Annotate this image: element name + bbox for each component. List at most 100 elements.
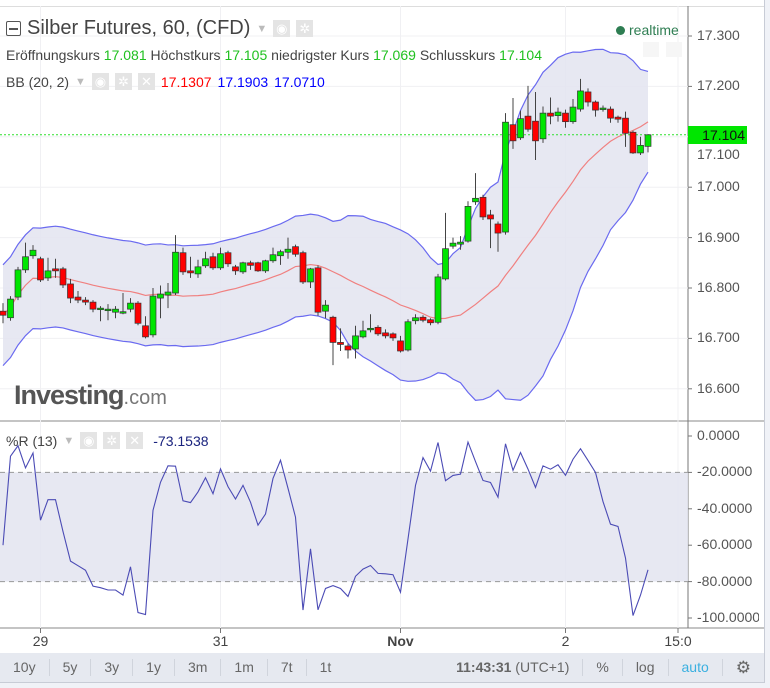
logo-suffix: .com bbox=[123, 387, 167, 409]
candle-body bbox=[202, 258, 209, 267]
candle-body bbox=[89, 301, 97, 310]
gear-icon[interactable]: ✲ bbox=[296, 20, 314, 37]
candle-body bbox=[269, 254, 277, 262]
candle-body bbox=[577, 90, 584, 110]
candle-body bbox=[337, 342, 344, 345]
candle-body bbox=[292, 246, 299, 255]
caret-down-icon[interactable]: ▼ bbox=[75, 75, 86, 88]
percent-toggle[interactable]: % bbox=[583, 659, 623, 676]
bottom-toolbar: 10y 5y 3y 1y 3m 1m 7t 1t 11:43:31 (UTC+1… bbox=[0, 653, 764, 682]
candle-body bbox=[239, 262, 247, 273]
candle-body bbox=[487, 214, 494, 220]
gear-icon[interactable]: ✲ bbox=[103, 432, 121, 449]
candle-body bbox=[67, 283, 74, 299]
candle-body bbox=[164, 291, 172, 296]
bb-band-fill bbox=[3, 49, 648, 401]
candle-body bbox=[479, 196, 487, 218]
range-3y[interactable]: 3y bbox=[91, 659, 134, 676]
close-label: Schlusskurs bbox=[419, 47, 496, 63]
candle-body bbox=[224, 252, 232, 265]
candle-body bbox=[494, 223, 502, 234]
price-chart[interactable] bbox=[0, 0, 764, 652]
range-7t[interactable]: 7t bbox=[268, 659, 307, 676]
candle-body bbox=[284, 248, 292, 253]
caret-down-icon[interactable]: ▼ bbox=[256, 22, 268, 35]
candle-body bbox=[0, 310, 7, 316]
candle-body bbox=[472, 197, 479, 203]
time-tick-label: 29 bbox=[32, 633, 49, 649]
candle-body bbox=[419, 316, 427, 321]
candle-body bbox=[187, 270, 194, 274]
scroll-down-icon[interactable] bbox=[643, 42, 659, 57]
candle-body bbox=[382, 332, 389, 337]
candle-body bbox=[412, 317, 419, 322]
open-value: 17.081 bbox=[103, 47, 147, 63]
eye-icon[interactable]: ◉ bbox=[80, 432, 98, 449]
candle-body bbox=[457, 241, 464, 245]
eye-icon[interactable]: ◉ bbox=[91, 73, 109, 90]
eye-icon[interactable]: ◉ bbox=[273, 20, 291, 37]
realtime-label: realtime bbox=[629, 22, 679, 38]
auto-toggle[interactable]: auto bbox=[669, 659, 723, 676]
range-3m[interactable]: 3m bbox=[175, 659, 222, 676]
price-tick-label: 16.900 bbox=[697, 228, 740, 245]
candle-body bbox=[367, 327, 374, 331]
range-10y[interactable]: 10y bbox=[0, 659, 50, 676]
candle-body bbox=[172, 251, 179, 294]
candle-body bbox=[314, 267, 322, 313]
range-1y[interactable]: 1y bbox=[133, 659, 175, 676]
candle-body bbox=[389, 333, 397, 339]
candle-body bbox=[59, 268, 67, 286]
candle-body bbox=[277, 251, 284, 257]
wr-band-fill bbox=[0, 472, 688, 582]
range-5y[interactable]: 5y bbox=[50, 659, 92, 676]
candle-body bbox=[374, 326, 382, 335]
candle-body bbox=[307, 268, 314, 283]
candle-body bbox=[22, 256, 29, 271]
bb-basis-value: 17.1307 bbox=[160, 73, 212, 90]
candle-body bbox=[539, 112, 547, 140]
scale-icon[interactable] bbox=[666, 42, 682, 57]
candle-body bbox=[592, 101, 599, 111]
wr-tick-label: -20.0000 bbox=[697, 463, 753, 480]
gear-icon[interactable]: ✲ bbox=[114, 73, 132, 90]
collapse-icon[interactable] bbox=[6, 21, 21, 36]
candle-body bbox=[532, 120, 539, 142]
candle-body bbox=[599, 107, 607, 110]
close-icon[interactable]: ✕ bbox=[126, 432, 144, 449]
low-label: niedrigster Kurs bbox=[271, 47, 370, 63]
price-tick-label: 17.200 bbox=[697, 77, 740, 94]
price-tick-label: 16.800 bbox=[697, 279, 740, 295]
candle-body bbox=[502, 121, 509, 233]
candle-body bbox=[104, 308, 112, 312]
candle-body bbox=[637, 145, 644, 154]
wr-tick-label: -100.0000 bbox=[697, 609, 759, 625]
wr-tick-label: -40.0000 bbox=[697, 499, 753, 516]
range-1m[interactable]: 1m bbox=[221, 659, 268, 676]
low-value: 17.069 bbox=[373, 47, 416, 63]
close-icon[interactable]: ✕ bbox=[137, 73, 155, 90]
range-1t[interactable]: 1t bbox=[319, 659, 332, 675]
candle-body bbox=[434, 276, 442, 323]
candle-body bbox=[254, 262, 262, 272]
price-tick-label: 17.100 bbox=[697, 146, 740, 162]
candle-body bbox=[209, 256, 217, 269]
candle-body bbox=[217, 253, 224, 269]
log-toggle[interactable]: log bbox=[623, 659, 669, 676]
candle-body bbox=[449, 242, 457, 247]
settings-gear-icon[interactable]: ⚙ bbox=[735, 658, 751, 677]
candle-body bbox=[179, 252, 187, 273]
candle-body bbox=[562, 112, 569, 123]
time-tick-label: 15:0 bbox=[664, 633, 692, 649]
candle-body bbox=[554, 111, 562, 116]
candle-body bbox=[524, 115, 532, 130]
candle-body bbox=[547, 112, 554, 117]
candle-body bbox=[142, 325, 149, 338]
time-tick-label: Nov bbox=[387, 633, 414, 649]
candle-body bbox=[442, 248, 449, 280]
investing-logo: Investing.com bbox=[14, 380, 167, 411]
price-tick-label: 16.700 bbox=[697, 329, 740, 346]
logo-text: Investing bbox=[14, 380, 125, 410]
caret-down-icon[interactable]: ▼ bbox=[63, 434, 75, 447]
wr-tick-label: -60.0000 bbox=[697, 536, 753, 553]
